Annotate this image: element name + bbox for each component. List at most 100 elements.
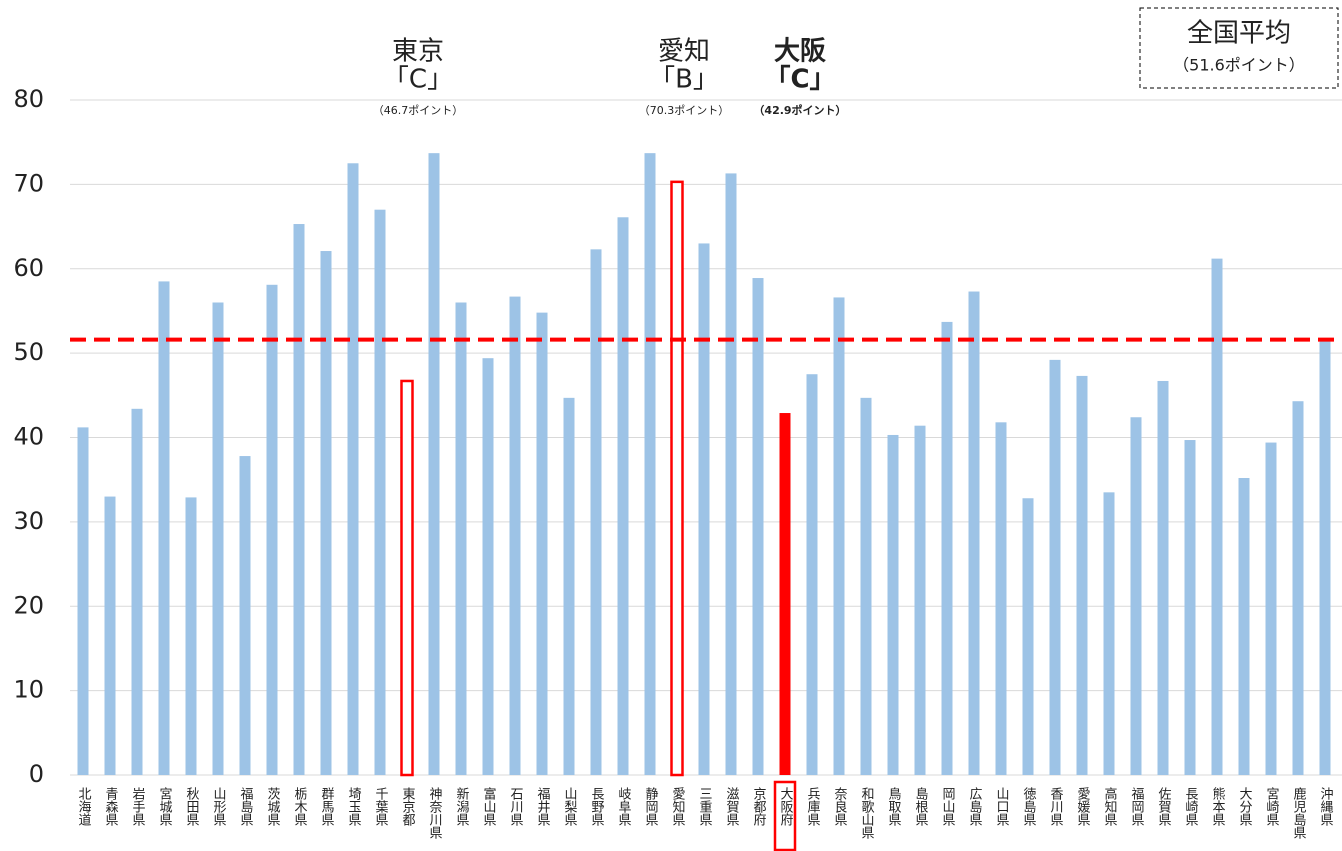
y-tick-label: 30 (13, 507, 44, 535)
x-tick-label: 栃木県 (292, 787, 308, 826)
bar (104, 496, 116, 775)
bar (1211, 258, 1223, 775)
annotation-name: 愛知 (658, 37, 710, 67)
annotation-grade: 「C」 (764, 64, 835, 95)
x-tick-label: 神奈川県 (427, 787, 443, 839)
annotation-points: （42.9ポイント） (753, 103, 846, 117)
x-tick-label: 佐賀県 (1156, 787, 1172, 826)
annotation-name: 大阪 (774, 37, 826, 67)
x-tick-label: 香川県 (1048, 787, 1064, 826)
bar (995, 422, 1007, 775)
annotation-grade: 「C」 (383, 65, 453, 95)
bar (617, 217, 629, 775)
y-tick-label: 40 (13, 423, 44, 451)
x-tick-label: 三重県 (697, 787, 713, 826)
x-tick-label: 富山県 (481, 786, 497, 826)
bar (1076, 375, 1088, 775)
bar (266, 284, 278, 775)
x-tick-label: 和歌山県 (859, 787, 875, 839)
x-tick-label: 徳島県 (1021, 787, 1037, 826)
y-tick-label: 10 (13, 676, 44, 704)
bar (347, 163, 359, 775)
x-tick-label: 愛媛県 (1075, 787, 1091, 826)
x-tick-label: 静岡県 (643, 787, 659, 826)
x-tick-label: 岡山県 (940, 787, 956, 826)
x-tick-label: 宮城県 (157, 786, 173, 826)
bar (833, 297, 845, 775)
bar (536, 312, 548, 775)
y-tick-label: 80 (13, 85, 44, 113)
average-box (1139, 7, 1339, 89)
bar (1184, 440, 1196, 775)
y-tick-label: 70 (13, 169, 44, 197)
x-tick-label: 長崎県 (1183, 787, 1199, 826)
bar (320, 251, 332, 775)
bar (941, 321, 953, 775)
annotation-points: （70.3ポイント） (639, 104, 730, 117)
bar (698, 243, 710, 775)
bar (779, 413, 791, 775)
bar (131, 408, 143, 775)
x-label-box (773, 780, 797, 851)
bar (509, 296, 521, 775)
bar (968, 291, 980, 775)
bar (563, 397, 575, 775)
x-tick-label: 千葉県 (373, 787, 389, 826)
average-points: （51.6ポイント） (1173, 56, 1305, 75)
x-tick-label: 鳥取県 (886, 787, 902, 826)
x-tick-label: 福岡県 (1129, 787, 1145, 826)
bar (455, 302, 467, 775)
x-tick-label: 滋賀県 (724, 787, 740, 826)
bar (752, 278, 764, 775)
bar (212, 302, 224, 775)
y-tick-label: 20 (13, 591, 44, 619)
x-tick-label: 大分県 (1237, 787, 1253, 826)
bar (185, 497, 197, 775)
bar (1130, 417, 1142, 775)
bar (806, 374, 818, 775)
bar (293, 224, 305, 775)
bar (1319, 341, 1331, 775)
bar (1157, 380, 1169, 775)
bar (374, 209, 386, 775)
annotation-grade: 「B」 (649, 65, 719, 95)
bar (400, 379, 414, 777)
bar (1049, 359, 1061, 775)
y-tick-label: 50 (13, 338, 44, 366)
x-tick-label: 群馬県 (319, 787, 335, 826)
x-tick-label: 山口県 (994, 787, 1010, 826)
y-tick-label: 0 (29, 760, 44, 788)
bar (482, 358, 494, 775)
bar (1265, 442, 1277, 775)
x-tick-label: 岩手県 (130, 787, 146, 826)
x-tick-label: 愛知県 (670, 787, 686, 826)
bar (1238, 478, 1250, 775)
bar (725, 173, 737, 775)
x-tick-label: 青森県 (103, 787, 119, 826)
x-tick-label: 宮崎県 (1264, 786, 1280, 826)
x-tick-label: 茨城県 (265, 787, 281, 826)
x-tick-label: 京都府 (751, 787, 767, 827)
x-tick-label: 兵庫県 (805, 787, 821, 826)
x-tick-label: 新潟県 (454, 786, 470, 826)
x-tick-label: 島根県 (913, 787, 929, 826)
x-tick-label: 熊本県 (1210, 786, 1226, 826)
bar (239, 456, 251, 775)
x-tick-label: 埼玉県 (346, 787, 362, 826)
bar (914, 425, 926, 775)
bar (860, 397, 872, 775)
annotation-points: （46.7ポイント） (373, 104, 464, 117)
bar (1103, 492, 1115, 775)
bar (1022, 498, 1034, 775)
x-tick-label: 山梨県 (562, 787, 578, 826)
x-tick-label: 沖縄県 (1318, 787, 1334, 826)
x-tick-label: 長野県 (589, 787, 605, 826)
x-tick-label: 広島県 (967, 787, 983, 826)
x-tick-label: 石川県 (508, 787, 524, 826)
x-tick-label: 東京都 (400, 786, 416, 826)
bar (428, 153, 440, 775)
x-tick-label: 鹿児島県 (1291, 786, 1307, 839)
x-tick-label: 大阪府 (778, 787, 794, 827)
bar (77, 427, 89, 775)
